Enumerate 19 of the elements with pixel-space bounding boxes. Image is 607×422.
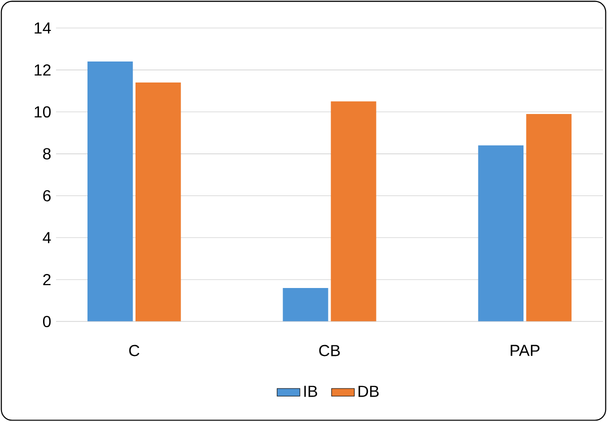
y-tick-label: 0 (43, 316, 51, 328)
y-tick-label: 14 (34, 22, 51, 34)
y-tick-label: 8 (43, 148, 51, 160)
bar (87, 62, 133, 322)
x-tick-label: C (129, 345, 140, 356)
bar (136, 82, 181, 322)
bar (478, 146, 524, 322)
y-tick-label: 2 (43, 274, 51, 286)
y-tick-label: 4 (42, 232, 51, 244)
x-tick-label: CB (319, 345, 340, 356)
bar (330, 102, 376, 322)
y-tick-label: 6 (43, 190, 51, 202)
bar (282, 288, 328, 322)
legend-label: IB (304, 386, 318, 398)
y-tick-label: 12 (34, 64, 51, 76)
bar (526, 114, 572, 322)
x-tick-label: PAP (510, 345, 540, 356)
y-tick-label: 10 (34, 106, 51, 118)
legend-label: DB (358, 386, 379, 398)
